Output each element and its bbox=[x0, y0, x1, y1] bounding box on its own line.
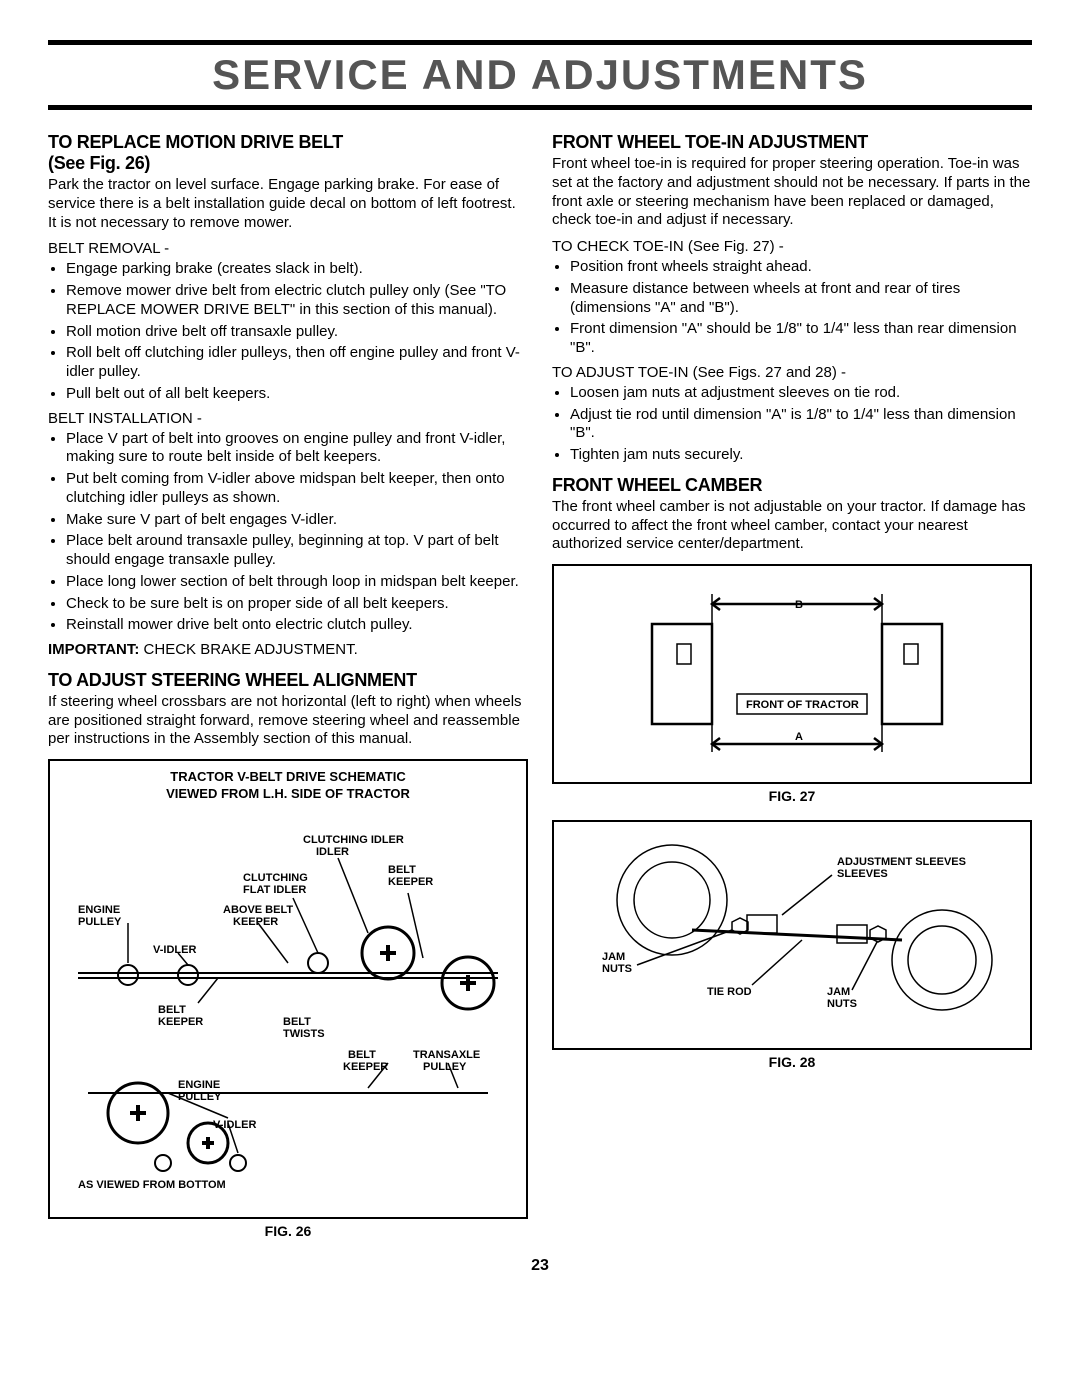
page-title: SERVICE AND ADJUSTMENTS bbox=[48, 40, 1032, 110]
install-list: Place V part of belt into grooves on eng… bbox=[66, 430, 528, 636]
svg-text:V-IDLER: V-IDLER bbox=[153, 944, 196, 956]
svg-text:PULLEY: PULLEY bbox=[78, 916, 122, 928]
svg-text:JAM: JAM bbox=[602, 951, 625, 963]
fig26-caption: FIG. 26 bbox=[48, 1223, 528, 1239]
fig26-title2: VIEWED FROM L.H. SIDE OF TRACTOR bbox=[58, 786, 518, 803]
svg-text:FRONT OF TRACTOR: FRONT OF TRACTOR bbox=[746, 699, 859, 711]
r-sec2-body: The front wheel camber is not adjustable… bbox=[552, 498, 1032, 554]
list-item: Loosen jam nuts at adjustment sleeves on… bbox=[570, 384, 1032, 403]
list-item: Roll motion drive belt off transaxle pul… bbox=[66, 323, 528, 342]
svg-text:NUTS: NUTS bbox=[827, 998, 857, 1010]
adjust-list: Loosen jam nuts at adjustment sleeves on… bbox=[570, 384, 1032, 465]
fig26-diagram: CLUTCHING IDLER IDLER CLUTCHING FLAT IDL… bbox=[68, 803, 508, 1193]
fig28-box: ADJUSTMENT SLEEVES SLEEVES JAM NUTS TIE … bbox=[552, 820, 1032, 1050]
list-item: Adjust tie rod until dimension "A" is 1/… bbox=[570, 406, 1032, 444]
sec1-intro: Park the tractor on level surface. Engag… bbox=[48, 176, 528, 232]
svg-text:KEEPER: KEEPER bbox=[233, 916, 278, 928]
svg-text:PULLEY: PULLEY bbox=[178, 1091, 222, 1103]
left-column: TO REPLACE MOTION DRIVE BELT (See Fig. 2… bbox=[48, 128, 528, 1239]
svg-text:NUTS: NUTS bbox=[602, 963, 632, 975]
right-column: FRONT WHEEL TOE-IN ADJUSTMENT Front whee… bbox=[552, 128, 1032, 1239]
list-item: Reinstall mower drive belt onto electric… bbox=[66, 616, 528, 635]
important-label: IMPORTANT: bbox=[48, 641, 139, 658]
svg-text:CLUTCHING IDLER: CLUTCHING IDLER bbox=[303, 834, 404, 846]
fig28-caption: FIG. 28 bbox=[552, 1054, 1032, 1070]
list-item: Remove mower drive belt from electric cl… bbox=[66, 282, 528, 320]
fig26-title1: TRACTOR V-BELT DRIVE SCHEMATIC bbox=[58, 769, 518, 786]
svg-text:BELT: BELT bbox=[283, 1016, 311, 1028]
svg-text:B: B bbox=[795, 599, 803, 611]
page-number: 23 bbox=[48, 1257, 1032, 1275]
list-item: Roll belt off clutching idler pulleys, t… bbox=[66, 344, 528, 382]
list-item: Check to be sure belt is on proper side … bbox=[66, 595, 528, 614]
list-item: Make sure V part of belt engages V-idler… bbox=[66, 511, 528, 530]
svg-text:KEEPER: KEEPER bbox=[343, 1061, 388, 1073]
svg-text:ABOVE BELT: ABOVE BELT bbox=[223, 904, 293, 916]
svg-text:KEEPER: KEEPER bbox=[388, 876, 433, 888]
list-item: Place belt around transaxle pulley, begi… bbox=[66, 532, 528, 570]
sec2-heading: TO ADJUST STEERING WHEEL ALIGNMENT bbox=[48, 670, 528, 691]
svg-text:JAM: JAM bbox=[827, 986, 850, 998]
content-columns: TO REPLACE MOTION DRIVE BELT (See Fig. 2… bbox=[48, 128, 1032, 1239]
svg-text:ENGINE: ENGINE bbox=[78, 904, 120, 916]
svg-text:KEEPER: KEEPER bbox=[158, 1016, 203, 1028]
svg-text:FLAT IDLER: FLAT IDLER bbox=[243, 884, 306, 896]
svg-text:SLEEVES: SLEEVES bbox=[837, 868, 888, 880]
svg-text:V-IDLER: V-IDLER bbox=[213, 1119, 256, 1131]
install-head: BELT INSTALLATION - bbox=[48, 410, 528, 427]
adjust-head: TO ADJUST TOE-IN (See Figs. 27 and 28) - bbox=[552, 364, 1032, 381]
list-item: Front dimension "A" should be 1/8" to 1/… bbox=[570, 320, 1032, 358]
list-item: Place long lower section of belt through… bbox=[66, 573, 528, 592]
list-item: Tighten jam nuts securely. bbox=[570, 446, 1032, 465]
fig27-box: FRONT OF TRACTOR B A bbox=[552, 564, 1032, 784]
check-list: Position front wheels straight ahead. Me… bbox=[570, 258, 1032, 358]
svg-text:TWISTS: TWISTS bbox=[283, 1028, 325, 1040]
fig28-diagram: ADJUSTMENT SLEEVES SLEEVES JAM NUTS TIE … bbox=[582, 830, 1002, 1020]
svg-text:TRANSAXLE: TRANSAXLE bbox=[413, 1049, 480, 1061]
removal-head: BELT REMOVAL - bbox=[48, 240, 528, 257]
fig26-box: TRACTOR V-BELT DRIVE SCHEMATIC VIEWED FR… bbox=[48, 759, 528, 1219]
svg-text:ADJUSTMENT SLEEVES: ADJUSTMENT SLEEVES bbox=[837, 856, 966, 868]
list-item: Put belt coming from V-idler above midsp… bbox=[66, 470, 528, 508]
svg-text:A: A bbox=[795, 731, 803, 743]
list-item: Measure distance between wheels at front… bbox=[570, 280, 1032, 318]
fig27-diagram: FRONT OF TRACTOR B A bbox=[582, 574, 1002, 754]
important-note: IMPORTANT: CHECK BRAKE ADJUSTMENT. bbox=[48, 641, 528, 660]
svg-text:AS VIEWED FROM BOTTOM: AS VIEWED FROM BOTTOM bbox=[78, 1179, 226, 1191]
svg-text:BELT: BELT bbox=[158, 1004, 186, 1016]
sec2-body: If steering wheel crossbars are not hori… bbox=[48, 693, 528, 749]
r-sec1-intro: Front wheel toe-in is required for prope… bbox=[552, 155, 1032, 230]
list-item: Engage parking brake (creates slack in b… bbox=[66, 260, 528, 279]
svg-text:CLUTCHING: CLUTCHING bbox=[243, 872, 308, 884]
check-head: TO CHECK TOE-IN (See Fig. 27) - bbox=[552, 238, 1032, 255]
list-item: Pull belt out of all belt keepers. bbox=[66, 385, 528, 404]
svg-text:BELT: BELT bbox=[348, 1049, 376, 1061]
fig27-caption: FIG. 27 bbox=[552, 788, 1032, 804]
svg-text:BELT: BELT bbox=[388, 864, 416, 876]
r-sec1-heading: FRONT WHEEL TOE-IN ADJUSTMENT bbox=[552, 132, 1032, 153]
list-item: Place V part of belt into grooves on eng… bbox=[66, 430, 528, 468]
sec1-heading2: (See Fig. 26) bbox=[48, 153, 528, 174]
sec1-heading: TO REPLACE MOTION DRIVE BELT bbox=[48, 132, 528, 153]
svg-text:IDLER: IDLER bbox=[316, 846, 349, 858]
svg-text:PULLEY: PULLEY bbox=[423, 1061, 467, 1073]
list-item: Position front wheels straight ahead. bbox=[570, 258, 1032, 277]
svg-text:TIE ROD: TIE ROD bbox=[707, 986, 752, 998]
removal-list: Engage parking brake (creates slack in b… bbox=[66, 260, 528, 403]
svg-text:ENGINE: ENGINE bbox=[178, 1079, 220, 1091]
r-sec2-heading: FRONT WHEEL CAMBER bbox=[552, 475, 1032, 496]
important-text: CHECK BRAKE ADJUSTMENT. bbox=[139, 641, 357, 658]
